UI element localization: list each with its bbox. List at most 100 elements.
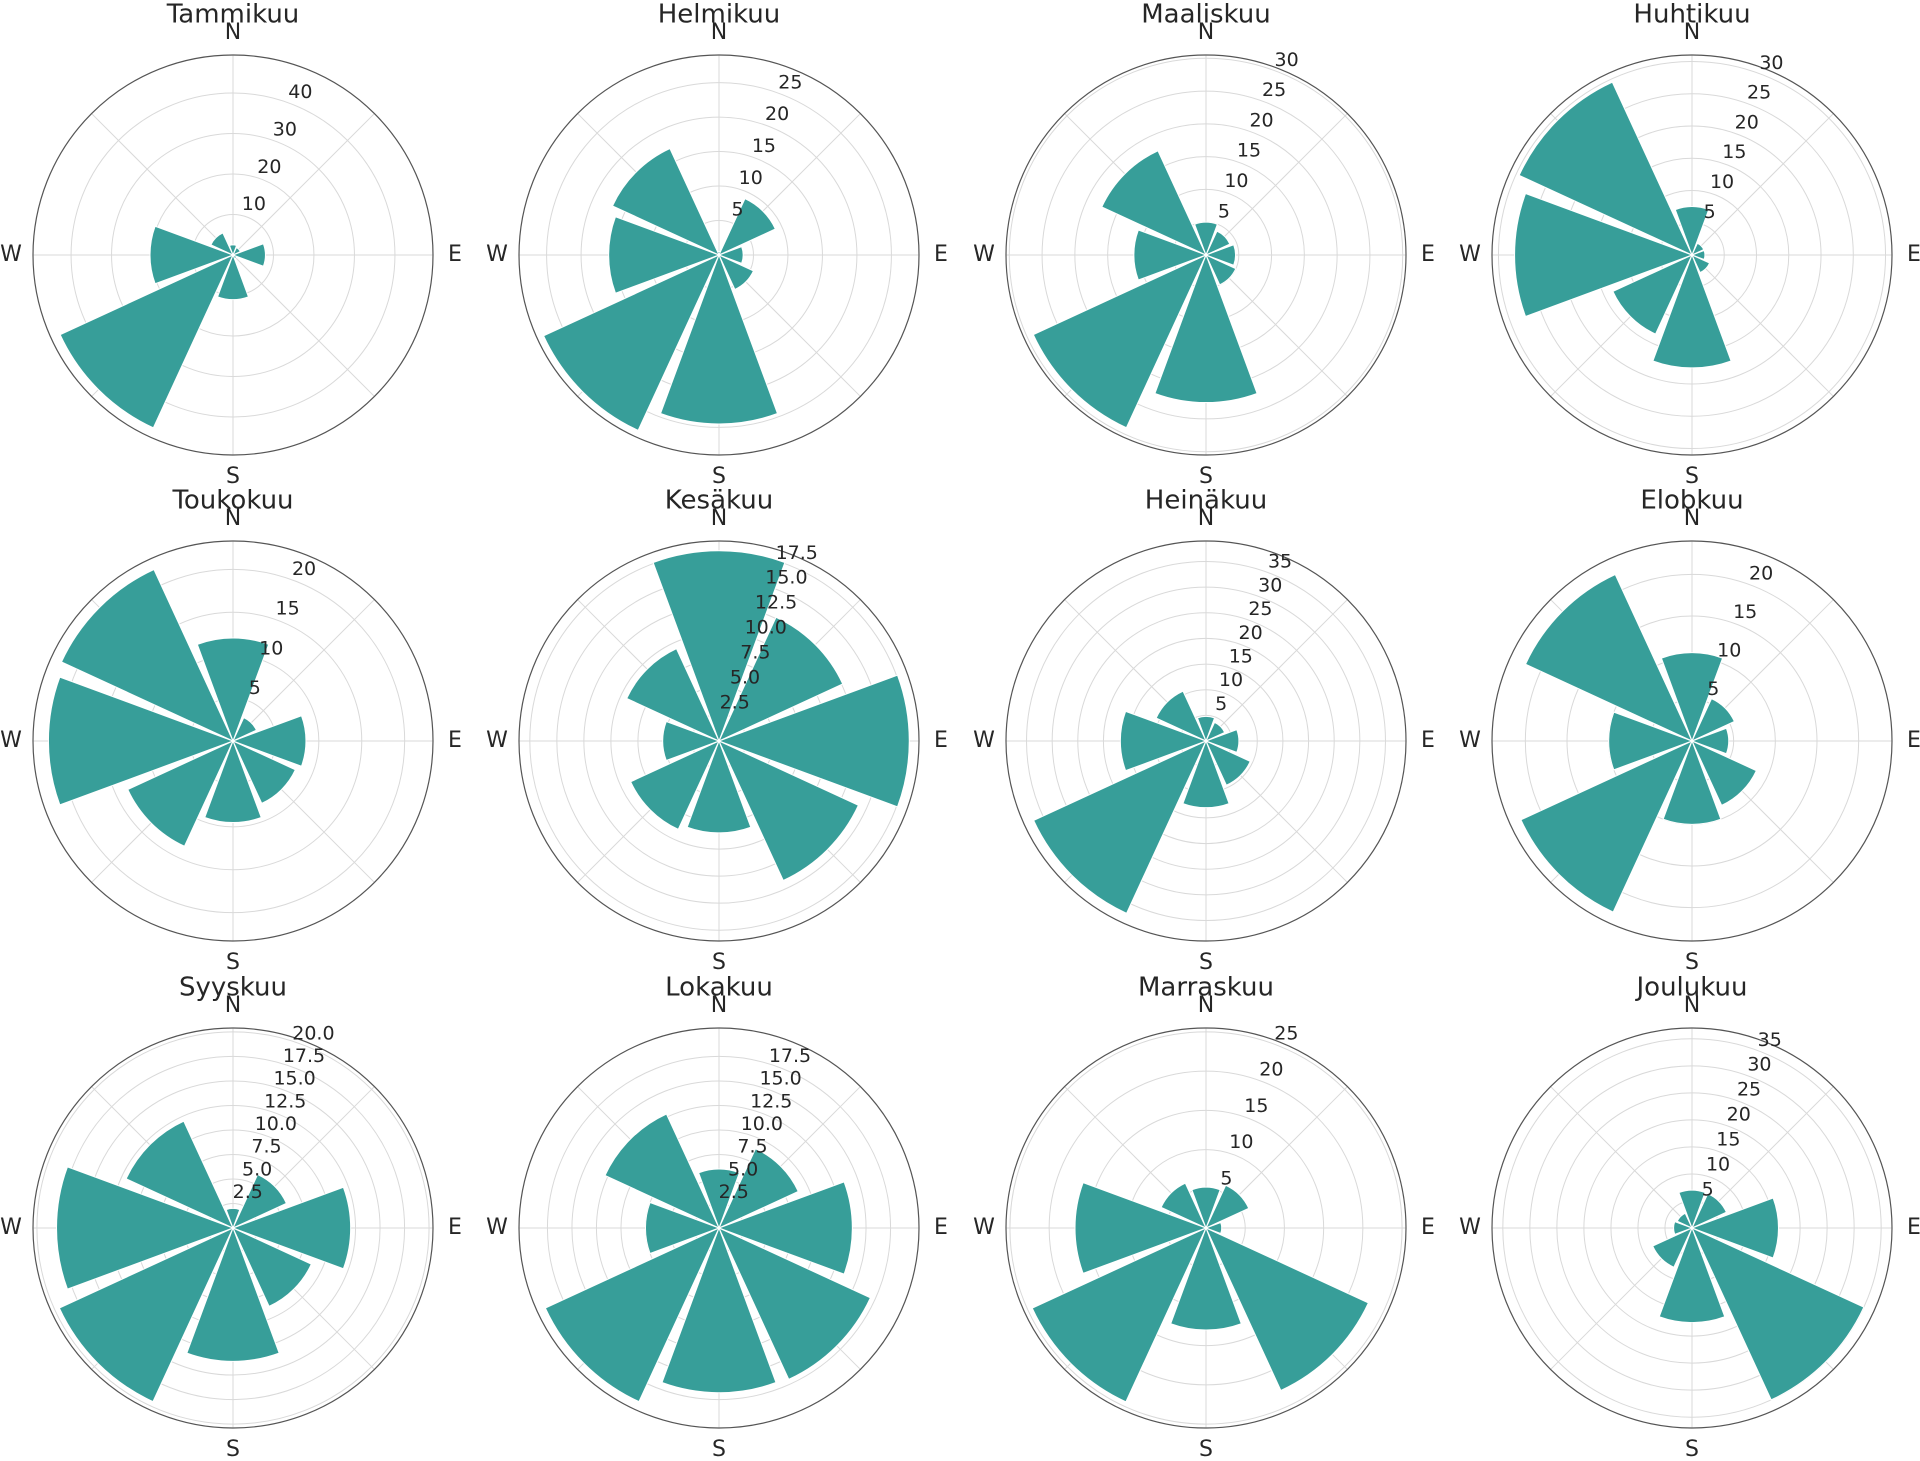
bar bbox=[1031, 1226, 1208, 1403]
r-tick-label: 35 bbox=[1758, 1029, 1782, 1051]
polar-spine bbox=[1005, 540, 1407, 942]
bar bbox=[1204, 230, 1231, 257]
grid-circle bbox=[1529, 1065, 1855, 1391]
direction-label: S bbox=[1199, 464, 1213, 489]
direction-label: S bbox=[226, 464, 240, 489]
bar bbox=[216, 253, 250, 301]
subplot: 5 10 15 20 25 30 N E S W Maaliskuu bbox=[973, 0, 1435, 489]
bar bbox=[652, 550, 786, 743]
bar bbox=[697, 1168, 741, 1230]
r-tick-label: 2.5 bbox=[720, 692, 750, 714]
r-tick-label: 10 bbox=[1229, 1131, 1253, 1153]
r-tick-label: 20 bbox=[1749, 563, 1773, 585]
polar-spine bbox=[1491, 1027, 1893, 1429]
r-tick-label: 15 bbox=[1229, 645, 1253, 667]
bar bbox=[717, 253, 755, 291]
r-tick-label: 17.5 bbox=[283, 1045, 325, 1067]
r-tick-label: 2.5 bbox=[233, 1181, 263, 1203]
chart-title: Lokakuu bbox=[665, 973, 773, 1003]
grid-circle bbox=[1524, 573, 1860, 909]
r-tick-label: 10.0 bbox=[745, 617, 787, 639]
r-tick-label: 10 bbox=[739, 167, 763, 189]
bar bbox=[717, 197, 777, 257]
polar-spine bbox=[518, 540, 920, 942]
direction-label: S bbox=[226, 1437, 240, 1461]
direction-label: E bbox=[1421, 728, 1435, 753]
polar-spine bbox=[32, 540, 434, 942]
r-tick-label: 5 bbox=[1218, 200, 1230, 222]
subplot: 5 10 15 20 N E S W Toukokuu bbox=[0, 486, 462, 976]
r-tick-label: 7.5 bbox=[251, 1136, 281, 1158]
r-tick-label: 5 bbox=[732, 199, 744, 221]
bar bbox=[149, 225, 235, 285]
bar bbox=[58, 1226, 235, 1403]
r-tick-label: 7.5 bbox=[740, 642, 770, 664]
grid-circle bbox=[111, 133, 355, 377]
direction-label: N bbox=[225, 20, 241, 45]
r-tick-label: 30 bbox=[273, 118, 297, 140]
r-tick-label: 10 bbox=[1219, 669, 1243, 691]
r-tick-label: 17.5 bbox=[776, 542, 818, 564]
grid-circle bbox=[36, 1031, 430, 1425]
r-tick-label: 25 bbox=[1262, 79, 1286, 101]
bar bbox=[644, 1201, 721, 1255]
bar bbox=[717, 674, 910, 808]
angular-grid-line bbox=[232, 599, 375, 742]
bar bbox=[626, 648, 721, 743]
polar-spine bbox=[32, 54, 434, 456]
grid-circle bbox=[1026, 561, 1386, 921]
direction-label: S bbox=[1199, 950, 1213, 975]
direction-label: E bbox=[448, 1215, 462, 1240]
r-tick-label: 35 bbox=[1268, 551, 1292, 573]
direction-label: W bbox=[486, 242, 508, 267]
subplot: 5 10 15 20 25 N E S W Marraskuu bbox=[973, 973, 1435, 1461]
r-tick-label: 30 bbox=[1275, 49, 1299, 71]
bar bbox=[1690, 727, 1730, 755]
r-tick-label: 40 bbox=[288, 81, 312, 103]
chart-title: Huhtikuu bbox=[1633, 0, 1750, 30]
chart-title: Marraskuu bbox=[1138, 973, 1274, 1003]
bar bbox=[1690, 249, 1706, 261]
direction-label: E bbox=[1907, 1215, 1920, 1240]
r-tick-label: 5 bbox=[1702, 1179, 1714, 1201]
bar bbox=[717, 739, 860, 882]
r-tick-label: 10 bbox=[259, 637, 283, 659]
bar bbox=[1608, 711, 1694, 771]
direction-label: S bbox=[712, 950, 726, 975]
r-tick-label: 12.5 bbox=[264, 1090, 306, 1112]
bar bbox=[127, 739, 235, 847]
bar bbox=[1194, 221, 1218, 257]
r-tick-label: 10 bbox=[1717, 640, 1741, 662]
bar bbox=[1524, 573, 1694, 743]
angular-grid-line bbox=[1550, 1086, 1693, 1229]
direction-label: N bbox=[711, 993, 727, 1018]
bar bbox=[1690, 242, 1705, 257]
bar bbox=[196, 637, 270, 743]
bar bbox=[1204, 1221, 1223, 1235]
bar bbox=[1154, 253, 1258, 403]
direction-label: E bbox=[448, 728, 462, 753]
angular-grid-line bbox=[232, 113, 375, 256]
bar bbox=[1690, 697, 1736, 743]
bar bbox=[1074, 1182, 1208, 1274]
r-tick-label: 20 bbox=[257, 156, 281, 178]
direction-label: N bbox=[711, 506, 727, 531]
direction-label: W bbox=[0, 1215, 22, 1240]
subplot: 2.55.07.510.012.515.017.5 N E S W Lokakuu bbox=[486, 973, 948, 1461]
chart-title: Toukokuu bbox=[171, 486, 293, 516]
r-tick-label: 15 bbox=[752, 135, 776, 157]
subplot: 10 20 30 40 N E S W Tammikuu bbox=[0, 0, 462, 489]
bar bbox=[1204, 739, 1251, 786]
bar bbox=[659, 253, 779, 425]
direction-label: E bbox=[934, 242, 948, 267]
r-tick-label: 5 bbox=[1215, 693, 1227, 715]
r-tick-label: 10.0 bbox=[255, 1113, 297, 1135]
r-tick-label: 30 bbox=[1759, 52, 1783, 74]
r-tick-label: 20 bbox=[1249, 109, 1273, 131]
bar bbox=[1652, 253, 1732, 369]
bar bbox=[1033, 739, 1208, 914]
direction-label: S bbox=[1199, 1437, 1213, 1461]
bar bbox=[1160, 1182, 1208, 1230]
bar bbox=[1204, 1226, 1370, 1392]
bar bbox=[231, 715, 307, 767]
